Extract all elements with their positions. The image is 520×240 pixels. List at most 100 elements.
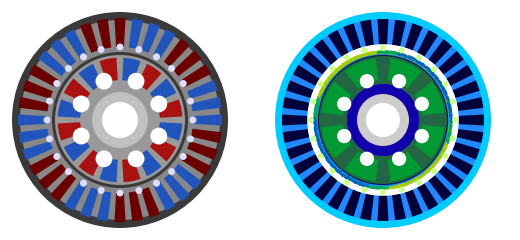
Circle shape — [415, 178, 417, 180]
Circle shape — [405, 142, 407, 144]
Circle shape — [394, 52, 396, 54]
Circle shape — [365, 106, 367, 109]
Circle shape — [400, 140, 402, 143]
Circle shape — [364, 53, 366, 55]
Circle shape — [316, 102, 318, 104]
Circle shape — [389, 117, 392, 120]
Circle shape — [449, 111, 451, 113]
Circle shape — [358, 143, 360, 145]
Circle shape — [447, 100, 449, 102]
Circle shape — [427, 68, 429, 70]
Circle shape — [446, 96, 448, 98]
Circle shape — [348, 179, 350, 181]
Circle shape — [402, 96, 405, 98]
Circle shape — [341, 66, 342, 68]
Circle shape — [449, 128, 451, 130]
Circle shape — [385, 120, 388, 122]
Circle shape — [388, 106, 391, 108]
Circle shape — [337, 171, 340, 173]
Circle shape — [378, 126, 380, 128]
Circle shape — [322, 89, 324, 91]
Circle shape — [396, 149, 398, 151]
Circle shape — [383, 119, 385, 121]
Circle shape — [443, 148, 445, 150]
Polygon shape — [440, 147, 448, 156]
Circle shape — [398, 98, 400, 100]
Circle shape — [375, 116, 377, 118]
Circle shape — [317, 138, 319, 140]
Circle shape — [344, 175, 346, 177]
Circle shape — [412, 180, 414, 182]
Circle shape — [370, 122, 372, 125]
Circle shape — [373, 138, 376, 141]
Circle shape — [441, 152, 444, 154]
Circle shape — [369, 53, 371, 55]
Circle shape — [384, 187, 386, 189]
Circle shape — [321, 87, 323, 89]
Circle shape — [382, 51, 384, 53]
Circle shape — [434, 161, 436, 163]
Circle shape — [367, 103, 369, 105]
Circle shape — [401, 135, 404, 138]
Circle shape — [330, 76, 332, 78]
Circle shape — [366, 125, 369, 127]
Circle shape — [385, 187, 387, 189]
Circle shape — [352, 111, 354, 113]
Circle shape — [398, 141, 401, 143]
Polygon shape — [388, 58, 421, 89]
Circle shape — [436, 160, 438, 162]
Circle shape — [436, 77, 438, 79]
Circle shape — [345, 176, 347, 178]
Circle shape — [353, 107, 356, 109]
Circle shape — [323, 86, 326, 88]
Circle shape — [378, 51, 380, 53]
Polygon shape — [137, 150, 162, 176]
Circle shape — [382, 118, 384, 120]
Circle shape — [390, 186, 392, 188]
Circle shape — [449, 131, 451, 133]
Circle shape — [383, 115, 385, 118]
Circle shape — [322, 153, 324, 155]
Circle shape — [390, 112, 393, 114]
Circle shape — [431, 166, 433, 168]
Circle shape — [386, 114, 388, 116]
Circle shape — [340, 173, 342, 175]
Circle shape — [416, 59, 418, 61]
Circle shape — [367, 111, 369, 114]
Circle shape — [316, 136, 318, 138]
Circle shape — [449, 110, 451, 112]
Circle shape — [372, 118, 375, 120]
Circle shape — [348, 179, 350, 181]
Circle shape — [354, 122, 356, 125]
Circle shape — [380, 189, 386, 195]
Circle shape — [386, 127, 388, 129]
Circle shape — [385, 116, 387, 118]
Circle shape — [402, 54, 404, 55]
Circle shape — [383, 122, 386, 124]
Circle shape — [376, 108, 378, 110]
Circle shape — [392, 187, 394, 189]
Circle shape — [350, 179, 352, 180]
Circle shape — [404, 183, 406, 185]
Circle shape — [372, 187, 374, 189]
Circle shape — [328, 161, 330, 163]
Circle shape — [332, 165, 334, 167]
Circle shape — [385, 52, 386, 54]
Polygon shape — [321, 79, 329, 88]
Circle shape — [412, 106, 414, 109]
Circle shape — [331, 73, 333, 75]
Circle shape — [409, 57, 411, 60]
Circle shape — [445, 145, 447, 147]
Circle shape — [372, 118, 374, 120]
Polygon shape — [163, 172, 190, 202]
Circle shape — [449, 102, 451, 104]
Circle shape — [386, 114, 388, 116]
Circle shape — [419, 176, 421, 178]
Circle shape — [378, 132, 380, 134]
Circle shape — [441, 86, 444, 88]
Circle shape — [386, 51, 387, 54]
Circle shape — [318, 55, 448, 185]
Polygon shape — [451, 128, 483, 143]
Circle shape — [374, 187, 376, 189]
Circle shape — [423, 174, 425, 175]
